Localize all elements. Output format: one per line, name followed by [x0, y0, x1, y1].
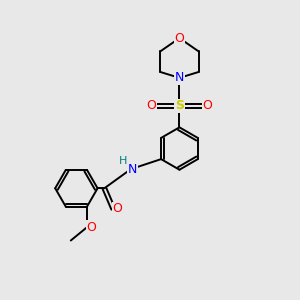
Text: H: H	[119, 156, 127, 166]
Text: N: N	[128, 163, 137, 176]
Text: S: S	[175, 99, 184, 112]
Text: O: O	[86, 221, 96, 234]
Text: O: O	[113, 202, 122, 215]
Text: O: O	[146, 99, 156, 112]
Text: N: N	[175, 71, 184, 84]
Text: O: O	[175, 32, 184, 45]
Text: O: O	[202, 99, 212, 112]
